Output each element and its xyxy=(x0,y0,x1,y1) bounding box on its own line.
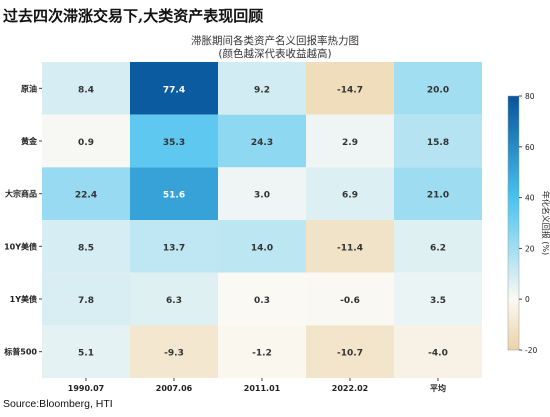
heatmap-cell xyxy=(306,220,394,273)
column-label: 2022.02 xyxy=(332,384,368,393)
column-label: 平均 xyxy=(430,383,446,393)
colorbar xyxy=(507,95,520,351)
heatmap-cell xyxy=(42,167,130,220)
column-label: 2011.01 xyxy=(244,384,281,393)
cell-value-label: -0.6 xyxy=(340,296,360,306)
cell-value-label: 8.5 xyxy=(78,243,94,253)
cell-value-label: 24.3 xyxy=(251,138,273,148)
row-label: 1Y美债 xyxy=(10,294,37,304)
heatmap-cell xyxy=(42,220,130,273)
heatmap-cell xyxy=(394,167,482,220)
heatmap-cell xyxy=(218,167,306,220)
heatmap-cell xyxy=(394,325,482,378)
cell-value-label: 3.5 xyxy=(430,296,446,306)
cell-value-label: 2.9 xyxy=(342,138,358,148)
cell-value-label: 9.2 xyxy=(254,85,270,95)
heatmap-cell xyxy=(42,114,130,168)
heatmap-cell xyxy=(394,62,482,115)
heatmap-cell xyxy=(42,272,130,326)
heatmap-cell xyxy=(306,62,394,115)
heatmap-cell xyxy=(394,220,482,273)
heatmap-cell xyxy=(218,114,306,168)
cell-value-label: 6.2 xyxy=(430,243,446,253)
colorbar-tick-label: 20 xyxy=(525,244,535,253)
heatmap-cell xyxy=(130,167,218,220)
cell-value-label: 5.1 xyxy=(78,349,94,359)
cell-value-label: -14.7 xyxy=(337,85,363,95)
colorbar-label: 年化名义回报 (%) xyxy=(541,191,550,255)
heatmap-cell xyxy=(130,62,218,115)
row-label: 标普500 xyxy=(3,347,37,357)
cell-value-label: -9.3 xyxy=(164,349,184,359)
column-label: 2007.06 xyxy=(156,384,193,393)
cell-value-label: 20.0 xyxy=(427,85,449,95)
row-label: 大宗商品 xyxy=(5,189,37,199)
row-label: 黄金 xyxy=(21,136,38,146)
colorbar-tick-label: 40 xyxy=(525,194,535,203)
heatmap-cell xyxy=(218,272,306,326)
heatmap-cell xyxy=(42,62,130,115)
cell-value-label: 8.4 xyxy=(78,85,94,95)
colorbar-tick-label: 60 xyxy=(525,143,535,152)
chart-title: 滞胀期间各类资产名义回报率热力图 xyxy=(191,35,359,47)
heatmap-cell xyxy=(218,325,306,378)
heatmap-cell xyxy=(394,114,482,168)
column-label: 1990.07 xyxy=(68,384,104,393)
colorbar-tick-label: 0 xyxy=(525,295,530,304)
cell-value-label: 13.7 xyxy=(163,243,185,253)
cell-value-label: 51.6 xyxy=(163,191,185,201)
cell-value-label: 77.4 xyxy=(163,85,185,95)
cell-value-label: 3.0 xyxy=(254,191,270,201)
cell-value-label: -4.0 xyxy=(428,349,448,359)
heatmap-cell xyxy=(130,325,218,378)
heatmap-cell xyxy=(130,272,218,326)
row-label: 10Y美债 xyxy=(4,241,37,251)
heatmap-cell xyxy=(218,220,306,273)
cell-value-label: 6.9 xyxy=(342,191,358,201)
cell-value-label: 0.3 xyxy=(254,296,270,306)
cell-value-label: 15.8 xyxy=(427,138,449,148)
cell-value-label: 21.0 xyxy=(427,191,449,201)
heatmap-cell xyxy=(306,325,394,378)
colorbar-tick-label: -20 xyxy=(525,346,537,355)
heatmap-cell xyxy=(306,272,394,326)
heatmap-cell xyxy=(306,167,394,220)
row-label: 原油 xyxy=(21,83,37,93)
cell-value-label: 7.8 xyxy=(78,296,94,306)
heatmap-cell xyxy=(130,114,218,168)
cell-value-label: 0.9 xyxy=(78,138,94,148)
cell-value-label: 35.3 xyxy=(163,138,185,148)
cell-value-label: 14.0 xyxy=(251,243,273,253)
heatmap-cell xyxy=(218,62,306,115)
cell-value-label: 22.4 xyxy=(75,191,97,201)
cell-value-label: -11.4 xyxy=(337,243,363,253)
heatmap-cell xyxy=(130,220,218,273)
heatmap-cell xyxy=(42,325,130,378)
heatmap-cell xyxy=(306,114,394,168)
chart-subtitle: (颜色越深代表收益越高) xyxy=(218,48,332,60)
source-note: Source:Bloomberg, HTI xyxy=(3,398,113,410)
page-title: 过去四次滞涨交易下,大类资产表现回顾 xyxy=(3,7,264,25)
cell-value-label: -1.2 xyxy=(252,349,272,359)
colorbar-tick-label: 80 xyxy=(525,92,535,101)
heatmap-cell xyxy=(394,272,482,326)
cell-value-label: -10.7 xyxy=(337,349,363,359)
cell-value-label: 6.3 xyxy=(166,296,182,306)
